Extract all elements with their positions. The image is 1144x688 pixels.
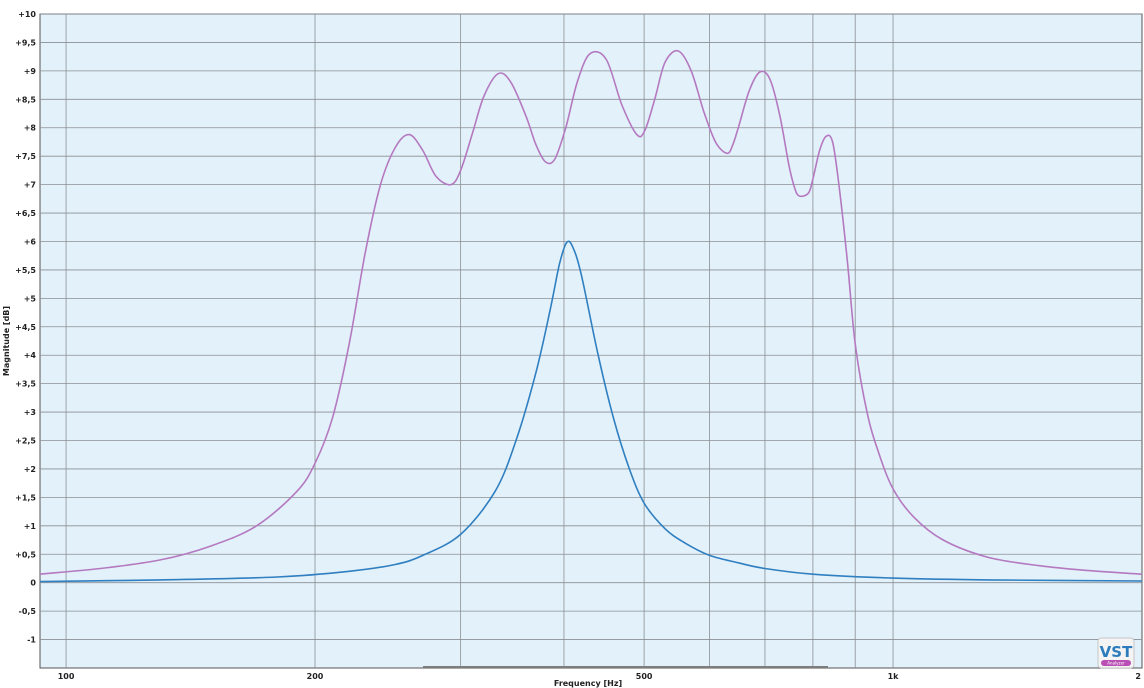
x-tick-label: 500 [636,672,653,681]
y-tick-label: -1 [27,636,36,645]
x-tick-label: 200 [307,672,324,681]
y-tick-label: +2,5 [15,437,36,446]
logo-subtext: Analyzer [1107,661,1125,666]
bottom-scroll-bar[interactable] [423,666,828,668]
y-tick-label: +8,5 [15,95,36,104]
x-axis-label: Frequency [Hz] [554,679,622,688]
y-tick-label: +8 [24,124,37,133]
y-tick-label: +3 [24,408,36,417]
x-tick-label: 1k [888,672,900,681]
plot-area [39,13,1143,669]
y-tick-label: +9 [24,67,37,76]
y-tick-label: +5 [24,294,37,303]
series-1-line [39,49,1143,575]
logo-text: VST [1100,643,1133,661]
x-tick-label: 100 [58,672,75,681]
y-tick-label: +0,5 [15,550,36,559]
y-tick-label: +5,5 [15,266,36,275]
y-tick-label: +4 [24,351,37,360]
grid [40,13,1142,668]
series-2-line [39,240,1143,583]
y-tick-label: +3,5 [15,380,36,389]
y-tick-label: +4,5 [15,323,36,332]
y-tick-label: 0 [30,579,36,588]
series-group [39,49,1143,583]
y-tick-label: +10 [18,10,36,19]
x-tick-label: 2 [1135,672,1141,681]
y-tick-label: +7,5 [15,152,36,161]
y-tick-label: -0,5 [19,607,37,616]
y-tick-label: +6 [24,237,37,246]
y-tick-label: +9,5 [15,38,36,47]
y-tick-label: +7 [24,181,36,190]
y-tick-label: +1 [24,522,37,531]
y-tick-label: +1,5 [15,493,36,502]
y-axis-ticks: +10+9,5+9+8,5+8+7,5+7+6,5+6+5,5+5+4,5+4+… [15,10,36,645]
y-tick-label: +6,5 [15,209,36,218]
vst-analyzer-logo: VST Analyzer [1097,637,1135,669]
x-axis-ticks: 100 200 500 1k 2 [58,672,1141,681]
y-axis-label: Magnitude [dB] [2,306,11,376]
y-tick-label: +2 [24,465,36,474]
